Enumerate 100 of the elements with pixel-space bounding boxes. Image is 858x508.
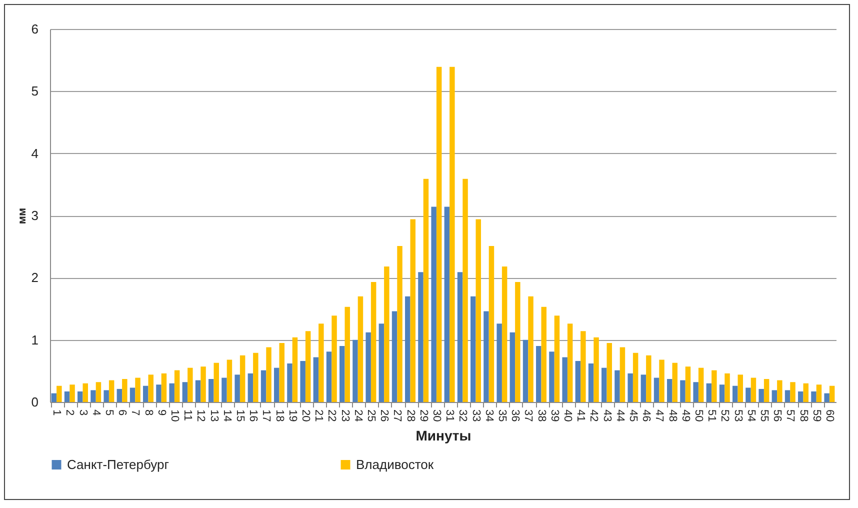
bar xyxy=(253,352,258,402)
x-tick-label: 22 xyxy=(326,410,338,422)
x-tick-label: 45 xyxy=(626,410,639,422)
x-tick-label: 48 xyxy=(666,410,678,422)
bar xyxy=(70,384,75,402)
x-tick-label: 16 xyxy=(247,410,260,422)
bar xyxy=(108,380,114,402)
x-tick-label: 13 xyxy=(208,410,220,422)
x-tick-label: 58 xyxy=(797,410,810,422)
bar xyxy=(614,370,620,402)
bar xyxy=(148,374,154,402)
bar xyxy=(693,382,698,402)
bar xyxy=(798,391,804,402)
x-tick-label: 14 xyxy=(220,410,233,422)
bar xyxy=(174,370,180,402)
bar xyxy=(746,388,751,402)
bar xyxy=(510,332,516,402)
bar xyxy=(528,296,534,402)
bar xyxy=(122,379,128,402)
y-axis-title: мм xyxy=(16,208,28,224)
bar xyxy=(567,324,573,402)
x-tick-label: 43 xyxy=(600,410,613,422)
bar xyxy=(358,296,364,402)
bar xyxy=(332,316,337,402)
bar xyxy=(300,360,306,402)
bar xyxy=(292,337,298,402)
x-tick-label: 60 xyxy=(823,410,836,422)
y-tick-label: 1 xyxy=(31,332,38,348)
bar xyxy=(378,324,384,402)
bar xyxy=(829,386,835,402)
bar xyxy=(313,357,319,402)
bar xyxy=(790,382,796,402)
y-tick-label: 4 xyxy=(31,146,38,161)
x-tick-label: 7 xyxy=(129,410,142,416)
x-tick-label: 42 xyxy=(588,410,600,422)
x-tick-label: 56 xyxy=(771,410,784,422)
x-tick-label: 51 xyxy=(706,410,718,422)
x-tick-label: 53 xyxy=(732,410,744,422)
legend-label: Владивосток xyxy=(356,456,434,472)
bar xyxy=(352,340,358,402)
bar xyxy=(628,373,633,402)
bar xyxy=(248,373,254,402)
x-tick-label: 19 xyxy=(286,410,298,422)
x-tick-label: 11 xyxy=(182,410,194,421)
bar xyxy=(90,390,96,402)
bar xyxy=(764,379,770,402)
x-tick-label: 54 xyxy=(744,410,757,422)
bar xyxy=(470,296,476,402)
bar xyxy=(208,379,214,402)
bar xyxy=(554,316,560,402)
bar xyxy=(444,206,450,402)
bar xyxy=(562,357,568,402)
x-tick-label: 5 xyxy=(102,410,115,416)
bar xyxy=(51,393,57,402)
x-tick-label: 2 xyxy=(64,410,76,416)
bar xyxy=(274,368,280,402)
bar xyxy=(130,388,136,402)
bar xyxy=(659,360,664,402)
bar xyxy=(502,266,508,402)
bar xyxy=(457,272,463,402)
bar xyxy=(135,378,140,402)
bar xyxy=(326,352,332,402)
bar xyxy=(602,368,607,402)
bar xyxy=(680,380,686,402)
x-tick-label: 36 xyxy=(509,410,522,422)
bar xyxy=(462,178,468,402)
x-tick-label: 40 xyxy=(561,410,574,422)
bar xyxy=(476,219,481,402)
x-tick-label: 26 xyxy=(378,410,390,422)
bar xyxy=(104,390,109,402)
bar xyxy=(234,374,240,402)
bar xyxy=(436,66,442,402)
bar xyxy=(536,346,542,402)
x-tick-label: 10 xyxy=(168,410,180,422)
bar xyxy=(772,390,778,402)
bar xyxy=(344,306,350,402)
x-tick-label: 50 xyxy=(692,410,704,422)
bar xyxy=(450,66,455,402)
bar xyxy=(240,355,246,402)
bar xyxy=(405,296,410,402)
bar xyxy=(488,246,494,402)
bar xyxy=(143,386,148,402)
bar xyxy=(522,340,528,402)
bar xyxy=(784,390,790,402)
bar xyxy=(56,386,62,402)
x-tick-label: 18 xyxy=(273,410,286,422)
x-tick-label: 52 xyxy=(718,410,731,422)
bar xyxy=(594,337,599,402)
y-tick-label: 3 xyxy=(31,208,38,223)
x-tick-label: 4 xyxy=(90,410,102,416)
bar xyxy=(672,362,678,402)
bar xyxy=(575,360,581,402)
bar xyxy=(515,282,520,402)
bar xyxy=(384,266,390,402)
bar xyxy=(78,391,83,402)
bar xyxy=(260,370,266,402)
bar xyxy=(640,374,646,402)
bar xyxy=(541,306,546,402)
x-tick-label: 46 xyxy=(640,410,652,422)
bar xyxy=(410,219,416,402)
